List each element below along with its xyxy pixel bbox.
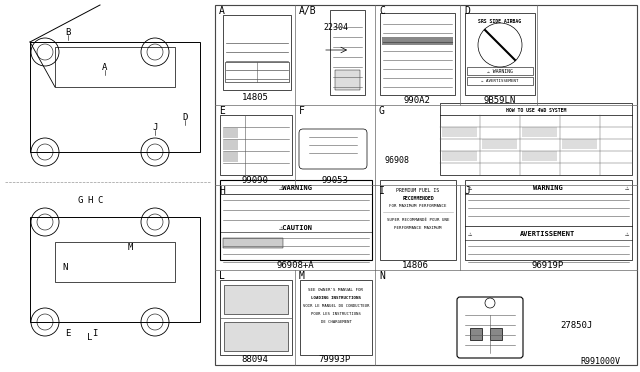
Text: ⚠CAUTION: ⚠CAUTION [279, 225, 313, 231]
Text: 9B59LN: 9B59LN [484, 96, 516, 105]
Text: LOADING INSTRUCTIONS: LOADING INSTRUCTIONS [311, 296, 361, 300]
Bar [465, 180, 632, 260]
Text: SRS SIDE AIRBAG: SRS SIDE AIRBAG [479, 19, 522, 23]
Text: L: L [219, 271, 225, 281]
Bar [220, 115, 292, 175]
Text: F: F [299, 106, 305, 116]
Bar [522, 151, 557, 161]
Text: N: N [62, 263, 68, 272]
Text: A/B: A/B [299, 6, 317, 16]
Text: A: A [102, 62, 108, 71]
Bar [223, 152, 238, 162]
Text: ⚠: ⚠ [625, 231, 629, 237]
Bar [55, 242, 175, 282]
Text: ⚠: ⚠ [468, 231, 472, 237]
Bar [380, 180, 456, 260]
Text: G: G [379, 106, 385, 116]
Text: 14805: 14805 [241, 93, 268, 102]
Text: E: E [219, 106, 225, 116]
Text: SUPER RECOMMANDÉ POUR UNE: SUPER RECOMMANDÉ POUR UNE [387, 218, 449, 222]
Text: FOR MAXIMUM PERFORMANCE: FOR MAXIMUM PERFORMANCE [389, 204, 447, 208]
Text: PERFORMANCE MAXIMUM: PERFORMANCE MAXIMUM [394, 226, 442, 230]
Text: J: J [152, 122, 157, 131]
Text: 27850J: 27850J [560, 321, 592, 330]
Bar [223, 238, 283, 248]
Text: ⚠: ⚠ [468, 185, 472, 191]
Bar [220, 180, 372, 260]
Text: 99053: 99053 [321, 176, 348, 185]
Bar [380, 13, 455, 95]
Text: I: I [379, 186, 385, 196]
Text: D: D [464, 6, 470, 16]
Text: M: M [299, 271, 305, 281]
Text: M: M [127, 243, 132, 251]
Text: N: N [379, 271, 385, 281]
Text: H: H [219, 186, 225, 196]
Bar [440, 103, 632, 175]
Circle shape [485, 298, 495, 308]
Text: WARNING: WARNING [533, 185, 563, 191]
Bar [223, 15, 291, 90]
Text: 96908+A: 96908+A [276, 260, 314, 269]
Bar [223, 128, 238, 138]
Text: SEE OWNER'S MANUAL FOR: SEE OWNER'S MANUAL FOR [308, 288, 364, 292]
Text: RECOMMENDED: RECOMMENDED [402, 196, 434, 201]
Text: H: H [87, 196, 93, 205]
Text: R991000V: R991000V [580, 357, 620, 366]
Bar [465, 13, 535, 95]
Bar [30, 42, 200, 152]
Text: C: C [97, 196, 102, 205]
Bar [225, 62, 289, 82]
Text: AVERTISSEMENT: AVERTISSEMENT [520, 231, 575, 237]
Text: PREMIUM FUEL IS: PREMIUM FUEL IS [396, 187, 440, 192]
Text: 14806: 14806 [401, 260, 428, 269]
Text: 990A2: 990A2 [404, 96, 431, 105]
Text: VOIR LE MANUEL DU CONDUCTEUR: VOIR LE MANUEL DU CONDUCTEUR [303, 304, 369, 308]
Text: ⚠ AVERTISSEMENT: ⚠ AVERTISSEMENT [481, 79, 519, 83]
Text: 96908: 96908 [385, 155, 410, 164]
Text: I: I [92, 330, 98, 339]
Bar [30, 217, 200, 322]
Bar [223, 140, 238, 150]
Bar [224, 285, 288, 314]
Bar [335, 70, 360, 90]
Bar [470, 328, 482, 340]
Bar [467, 77, 533, 85]
Text: C: C [379, 6, 385, 16]
Text: L: L [87, 333, 93, 341]
Text: HOW TO USE 4WD SYSTEM: HOW TO USE 4WD SYSTEM [506, 108, 566, 112]
Bar [215, 5, 637, 365]
Text: 96919P: 96919P [532, 260, 564, 269]
Bar [482, 139, 517, 149]
Bar [55, 47, 175, 87]
Text: 22304: 22304 [323, 22, 348, 32]
Bar [220, 280, 292, 355]
Bar [442, 151, 477, 161]
Bar [522, 127, 557, 137]
Text: A: A [219, 6, 225, 16]
Bar [300, 280, 372, 355]
Text: E: E [65, 330, 70, 339]
Bar [467, 67, 533, 75]
Text: ⚠WARNING: ⚠WARNING [279, 185, 313, 191]
Text: 88094: 88094 [241, 356, 268, 365]
Text: ⚠: ⚠ [625, 185, 629, 191]
Bar [442, 127, 477, 137]
Text: ⚠ WARNING: ⚠ WARNING [487, 68, 513, 74]
Text: 99090: 99090 [241, 176, 268, 185]
Text: B: B [65, 28, 70, 36]
Bar [224, 322, 288, 351]
Text: DE CHARGEMENT: DE CHARGEMENT [321, 320, 351, 324]
Bar [382, 37, 453, 45]
Text: J: J [464, 186, 470, 196]
Bar [562, 139, 597, 149]
Text: G: G [77, 196, 83, 205]
Text: D: D [182, 112, 188, 122]
Text: 79993P: 79993P [319, 356, 351, 365]
Bar [330, 10, 365, 95]
Text: POUR LES INSTRUCTIONS: POUR LES INSTRUCTIONS [311, 312, 361, 316]
Bar [490, 328, 502, 340]
